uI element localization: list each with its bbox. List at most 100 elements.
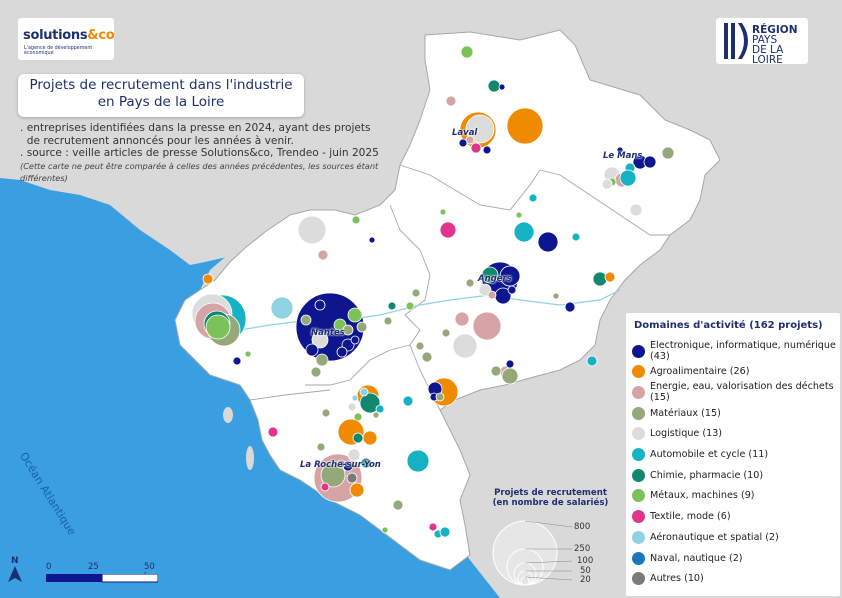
project-bubble (300, 314, 312, 326)
legend-label: Textile, mode (6) (650, 511, 731, 523)
desc-line2: de recrutement annoncés pour les années … (20, 134, 294, 147)
project-bubble (315, 353, 329, 367)
legend-title: Domaines d'activité (162 projets) (634, 320, 823, 331)
legend-dot (632, 448, 645, 461)
project-bubble (506, 107, 544, 145)
size-value-800: 800 (574, 522, 591, 532)
legend-label: Matériaux (15) (650, 407, 721, 419)
desc-line1: . entreprises identifiées dans la presse… (20, 122, 371, 134)
project-bubble (297, 215, 327, 245)
project-bubble (445, 95, 457, 107)
project-bubble (347, 448, 361, 462)
legend-dot (632, 572, 645, 586)
project-bubble (336, 459, 346, 469)
project-bubble (244, 350, 252, 358)
legend-item: Automobile et cycle (11) (632, 445, 768, 465)
project-bubble (311, 331, 329, 349)
legend-item: Métaux, machines (9) (632, 486, 755, 506)
project-bubble (320, 462, 346, 488)
logo-amp: &co (87, 28, 115, 43)
project-bubble (360, 457, 372, 469)
project-bubble (392, 499, 404, 511)
project-bubble (439, 526, 451, 538)
project-bubble (405, 301, 415, 311)
project-bubble (347, 307, 363, 323)
project-bubble (472, 311, 502, 341)
size-value-250: 250 (574, 544, 591, 554)
project-bubble (402, 395, 414, 407)
project-bubble (267, 426, 279, 438)
legend-dot (632, 427, 645, 441)
island (223, 407, 233, 423)
project-bubble (317, 249, 329, 261)
size-value-20: 20 (580, 575, 591, 585)
legend-label: Autres (10) (650, 573, 704, 585)
project-bubble (359, 392, 381, 414)
island (246, 446, 254, 470)
project-bubble (592, 271, 608, 287)
legend-dot (632, 406, 645, 420)
legend-label: Métaux, machines (9) (650, 490, 755, 502)
project-bubble (465, 278, 475, 288)
project-bubble (428, 522, 438, 532)
city-angers: Angers (478, 274, 512, 284)
legend-dot (632, 489, 645, 503)
region-logo-line2: PAYS (752, 34, 778, 46)
legend-label: Logistique (13) (650, 428, 723, 440)
project-bubble (487, 290, 497, 300)
legend-label: Electronique, informatique, numérique (4… (650, 340, 836, 362)
legend-dot (632, 551, 645, 565)
project-bubble (604, 271, 616, 283)
region-logo-line3: DE LA LOIRE (752, 44, 784, 66)
project-bubble (552, 292, 560, 300)
legend-dot (632, 344, 645, 358)
scale-bar-graphic (46, 574, 158, 583)
project-bubble (320, 482, 330, 492)
project-bubble (359, 387, 369, 397)
legend-dot (632, 510, 645, 524)
project-bubble (362, 430, 378, 446)
project-bubble (421, 351, 433, 363)
project-bubble (342, 324, 354, 336)
project-bubble (498, 83, 506, 91)
region-logo-line1: RÉGION (752, 24, 798, 36)
project-bubble (356, 321, 368, 333)
project-bubble (381, 526, 389, 534)
project-bubble (347, 402, 357, 412)
project-bubble (481, 266, 499, 284)
project-bubble (441, 328, 451, 338)
project-bubble (202, 273, 214, 285)
project-bubble (435, 392, 445, 402)
project-bubble (601, 178, 613, 190)
legend-label: Naval, nautique (2) (650, 552, 743, 564)
project-bubble (465, 114, 495, 144)
map-title: Projets de recrutement dans l'industrie … (18, 74, 304, 117)
size-value-100: 100 (577, 556, 594, 566)
project-bubble (616, 146, 624, 154)
legend-item: Naval, nautique (2) (632, 548, 743, 568)
size-legend-title: Projets de recrutement (494, 488, 607, 498)
domain-legend: Domaines d'activité (162 projets) Electr… (626, 313, 840, 596)
city-la-roche-sur-yon: La Roche-sur-Yon (300, 460, 381, 470)
brittany-land (0, 0, 420, 265)
project-bubble (564, 301, 576, 313)
project-bubble (383, 316, 393, 326)
project-bubble (507, 285, 517, 295)
logo-subtext: L'agence de développement économique (24, 46, 93, 56)
project-bubble (415, 341, 425, 351)
desc-note: (Cette carte ne peut être comparée à cel… (20, 160, 379, 184)
project-bubble (205, 314, 231, 340)
project-bubbles (191, 45, 675, 539)
size-legend: Projets de recrutement (en nombre de sala… (488, 488, 613, 588)
legend-dot (632, 385, 645, 399)
project-bubble (387, 301, 397, 311)
scale-label-0: 0 (46, 562, 52, 572)
title-line2: en Pays de la Loire (97, 94, 225, 110)
project-bubble (336, 346, 348, 358)
legend-label: Energie, eau, valorisation des déchets (… (650, 381, 834, 404)
legend-label: Chimie, pharmacie (10) (650, 469, 764, 481)
project-bubble (454, 311, 470, 327)
north-label: N (11, 556, 19, 566)
project-bubble (661, 146, 675, 160)
legend-item: Chimie, pharmacie (10) (632, 465, 763, 485)
